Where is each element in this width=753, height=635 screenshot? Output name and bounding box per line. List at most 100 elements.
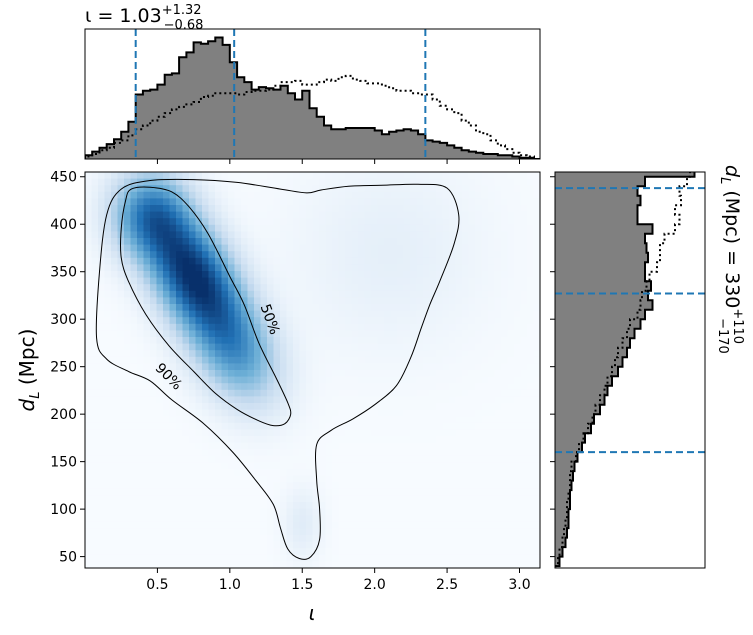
heatmap-cell [254, 521, 262, 529]
heatmap-cell [403, 257, 411, 265]
heatmap-cell [267, 343, 275, 351]
heatmap-cell [176, 416, 184, 424]
heatmap-cell [481, 205, 489, 213]
heatmap-cell [85, 515, 93, 523]
heatmap-cell [98, 383, 106, 391]
heatmap-cell [410, 356, 418, 364]
heatmap-cell [215, 231, 223, 239]
heatmap-cell [455, 356, 463, 364]
heatmap-cell [254, 455, 262, 463]
heatmap-cell [104, 363, 112, 371]
heatmap-cell [150, 561, 158, 568]
heatmap-cell [449, 172, 457, 180]
heatmap-cell [462, 310, 470, 318]
heatmap-cell [410, 389, 418, 397]
heatmap-cell [267, 508, 275, 516]
heatmap-cell [455, 363, 463, 371]
heatmap-cell [169, 383, 177, 391]
heatmap-cell [299, 495, 307, 503]
heatmap-cell [410, 178, 418, 186]
heatmap-cell [416, 422, 424, 430]
heatmap-cell [267, 224, 275, 232]
heatmap-cell [436, 528, 444, 536]
right-title-L: L [717, 177, 732, 184]
heatmap-cell [371, 317, 379, 325]
heatmap-cell [436, 442, 444, 450]
heatmap-cell [98, 172, 106, 180]
heatmap-cell [156, 337, 164, 345]
heatmap-cell [124, 409, 132, 417]
heatmap-cell [156, 271, 164, 279]
heatmap-cell [475, 211, 483, 219]
heatmap-cell [280, 330, 288, 338]
heatmap-cell [182, 502, 190, 510]
heatmap-cell [488, 488, 496, 496]
heatmap-cell [403, 330, 411, 338]
heatmap-cell [520, 244, 528, 252]
heatmap-cell [104, 251, 112, 259]
heatmap-cell [215, 475, 223, 483]
heatmap-cell [104, 389, 112, 397]
heatmap-cell [260, 284, 268, 292]
heatmap-cell [338, 488, 346, 496]
heatmap-cell [319, 323, 327, 331]
heatmap-cell [468, 191, 476, 199]
heatmap-cell [429, 218, 437, 226]
heatmap-cell [169, 277, 177, 285]
heatmap-cell [176, 198, 184, 206]
heatmap-cell [533, 561, 540, 568]
heatmap-cell [390, 290, 398, 298]
heatmap-cell [397, 508, 405, 516]
heatmap-cell [423, 330, 431, 338]
heatmap-cell [117, 508, 125, 516]
heatmap-cell [332, 396, 340, 404]
heatmap-cell [475, 409, 483, 417]
heatmap-cell [104, 416, 112, 424]
heatmap-cell [254, 363, 262, 371]
heatmap-cell [481, 271, 489, 279]
heatmap-cell [410, 191, 418, 199]
heatmap-cell [507, 356, 515, 364]
heatmap-cell [195, 257, 203, 265]
heatmap-cell [481, 528, 489, 536]
heatmap-cell [533, 343, 540, 351]
heatmap-cell [98, 449, 106, 457]
heatmap-cell [488, 554, 496, 562]
heatmap-cell [98, 495, 106, 503]
heatmap-cell [423, 475, 431, 483]
heatmap-cell [520, 218, 528, 226]
heatmap-cell [117, 515, 125, 523]
heatmap-cell [449, 403, 457, 411]
heatmap-cell [215, 290, 223, 298]
heatmap-cell [364, 515, 372, 523]
heatmap-cell [423, 198, 431, 206]
heatmap-cell [494, 363, 502, 371]
heatmap-cell [202, 257, 210, 265]
heatmap-cell [319, 409, 327, 417]
heatmap-cell [306, 363, 314, 371]
heatmap-cell [98, 211, 106, 219]
heatmap-cell [312, 343, 320, 351]
heatmap-cell [325, 455, 333, 463]
heatmap-cell [338, 370, 346, 378]
heatmap-cell [462, 231, 470, 239]
heatmap-cell [189, 244, 197, 252]
heatmap-cell [306, 251, 314, 259]
heatmap-cell [345, 257, 353, 265]
heatmap-cell [176, 376, 184, 384]
heatmap-cell [338, 185, 346, 193]
heatmap-cell [384, 284, 392, 292]
heatmap-cell [176, 403, 184, 411]
heatmap-cell [124, 515, 132, 523]
heatmap-cell [91, 561, 99, 568]
heatmap-cell [286, 231, 294, 239]
heatmap-cell [455, 561, 463, 568]
heatmap-cell [85, 343, 93, 351]
heatmap-cell [520, 231, 528, 239]
heatmap-cell [156, 257, 164, 265]
heatmap-cell [150, 528, 158, 536]
heatmap-cell [150, 251, 158, 259]
heatmap-cell [325, 356, 333, 364]
heatmap-cell [286, 403, 294, 411]
heatmap-cell [273, 297, 281, 305]
